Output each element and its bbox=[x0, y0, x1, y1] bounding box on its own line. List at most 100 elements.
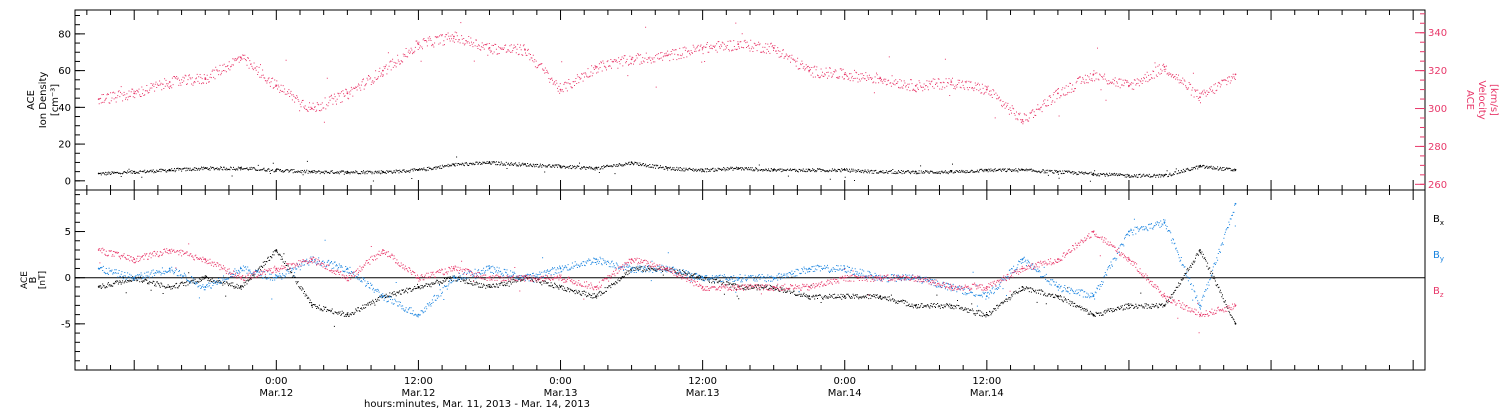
x-axis: 0:00Mar.1212:00Mar.120:00Mar.1312:00Mar.… bbox=[86, 10, 1414, 399]
x-tick-date: Mar.14 bbox=[828, 388, 862, 399]
velocity-point bbox=[310, 107, 313, 110]
y2-tick-label: 320 bbox=[1428, 66, 1447, 77]
velocity-points bbox=[98, 22, 1236, 125]
field-bz-point bbox=[417, 276, 420, 279]
field-bx-point bbox=[879, 295, 882, 298]
field-bx-point bbox=[595, 295, 597, 298]
field-bz-point bbox=[914, 276, 917, 279]
y-tick-label: 60 bbox=[58, 66, 71, 77]
field-by-point bbox=[1234, 202, 1237, 205]
ion-density-points bbox=[98, 156, 1236, 182]
velocity-point bbox=[808, 69, 811, 72]
field-bz-point bbox=[453, 267, 455, 270]
y-tick-label: 0 bbox=[65, 273, 71, 284]
bottom-ylabel-line: ACE bbox=[20, 271, 30, 289]
velocity-point bbox=[985, 88, 988, 91]
field-bz-points bbox=[98, 230, 1236, 334]
x-tick-time: 12:00 bbox=[404, 376, 433, 387]
velocity-point bbox=[346, 92, 349, 95]
ion-density-point bbox=[1092, 172, 1095, 175]
field-bz-point bbox=[1234, 304, 1237, 307]
field-bz-point bbox=[97, 249, 100, 251]
ion-density-point bbox=[1163, 174, 1166, 177]
ion-density-point bbox=[559, 165, 562, 168]
velocity-point bbox=[1057, 92, 1059, 95]
y-tick-label: 20 bbox=[58, 140, 71, 151]
velocity-point bbox=[1128, 84, 1130, 87]
field-bx-point bbox=[950, 304, 953, 307]
ion-density-point bbox=[168, 168, 171, 171]
x-tick-time: 0:00 bbox=[549, 376, 571, 387]
velocity-point bbox=[275, 84, 278, 87]
velocity-point bbox=[1199, 96, 1201, 99]
field-bz-point bbox=[630, 258, 633, 261]
ion-density-point bbox=[204, 167, 207, 169]
velocity-point bbox=[843, 73, 846, 76]
ion-density-point bbox=[346, 170, 349, 173]
field-bz-point bbox=[772, 286, 775, 288]
field-bz-point bbox=[1199, 313, 1201, 316]
field-bx-point bbox=[1163, 304, 1166, 307]
x-tick-date: Mar.13 bbox=[686, 388, 720, 399]
ion-density-point bbox=[97, 172, 100, 175]
field-by-point bbox=[701, 276, 704, 279]
legend-entry-bx: Bx bbox=[1433, 214, 1444, 227]
field-by-point bbox=[630, 267, 633, 270]
field-by-point bbox=[559, 267, 562, 270]
field-bz-point bbox=[701, 286, 704, 288]
field-bz-point bbox=[310, 258, 313, 261]
top-ylabel-line: ACE bbox=[26, 90, 37, 110]
y-tick-label: -5 bbox=[61, 319, 71, 330]
field-bz-series bbox=[97, 230, 1237, 334]
bottom-ylabel-line: [nT] bbox=[38, 271, 48, 289]
y-tick-label: 0 bbox=[65, 176, 71, 187]
x-tick-date: Mar.12 bbox=[259, 388, 293, 399]
bottom-ylabel-line: B bbox=[28, 276, 39, 283]
ion-density-series bbox=[97, 156, 1237, 182]
ion-density-point bbox=[239, 167, 242, 169]
velocity-point bbox=[97, 98, 100, 100]
velocity-point bbox=[168, 81, 171, 83]
legend: Bx By Bz bbox=[1433, 214, 1444, 299]
field-by-point bbox=[275, 276, 278, 279]
field-bx-point bbox=[1234, 322, 1237, 325]
field-bz-point bbox=[1092, 230, 1095, 233]
field-bz-point bbox=[1057, 258, 1059, 261]
field-bx-point bbox=[1057, 295, 1059, 298]
ion-density-point bbox=[1234, 168, 1237, 171]
x-tick-date: Mar.14 bbox=[970, 388, 1004, 399]
top-ylabel-line: [cm⁻³] bbox=[50, 84, 61, 116]
field-bx-series bbox=[97, 249, 1237, 327]
field-bx-point bbox=[275, 249, 278, 251]
velocity-point bbox=[1021, 119, 1024, 121]
x-axis-label: hours:minutes, Mar. 11, 2013 - Mar. 14, … bbox=[364, 399, 590, 410]
field-bx-point bbox=[97, 286, 100, 288]
velocity-point bbox=[737, 43, 740, 45]
velocity-point bbox=[630, 58, 633, 61]
field-bx-point bbox=[1021, 286, 1024, 288]
velocity-point bbox=[204, 77, 207, 80]
field-bz-point bbox=[808, 286, 811, 288]
velocity-point bbox=[595, 65, 597, 68]
field-by-point bbox=[1092, 295, 1095, 298]
field-bx-point bbox=[914, 304, 917, 307]
velocity-point bbox=[382, 69, 384, 72]
ion-density-point bbox=[1128, 174, 1130, 177]
velocity-point bbox=[559, 88, 562, 91]
ion-density-point bbox=[453, 163, 455, 166]
field-bx-point bbox=[985, 313, 988, 316]
ion-density-point bbox=[914, 170, 917, 173]
field-by-point bbox=[239, 267, 242, 270]
field-bx-point bbox=[843, 295, 846, 298]
velocity-point bbox=[1092, 73, 1095, 76]
field-bx-point bbox=[346, 313, 349, 316]
top-y2label-line: ACE bbox=[1464, 90, 1475, 110]
field-bz-point bbox=[275, 267, 278, 270]
velocity-point bbox=[524, 48, 526, 51]
field-by-point bbox=[595, 258, 597, 261]
velocity-point bbox=[1163, 65, 1166, 68]
field-bx-point bbox=[1092, 313, 1095, 316]
ion-density-point bbox=[417, 168, 420, 171]
